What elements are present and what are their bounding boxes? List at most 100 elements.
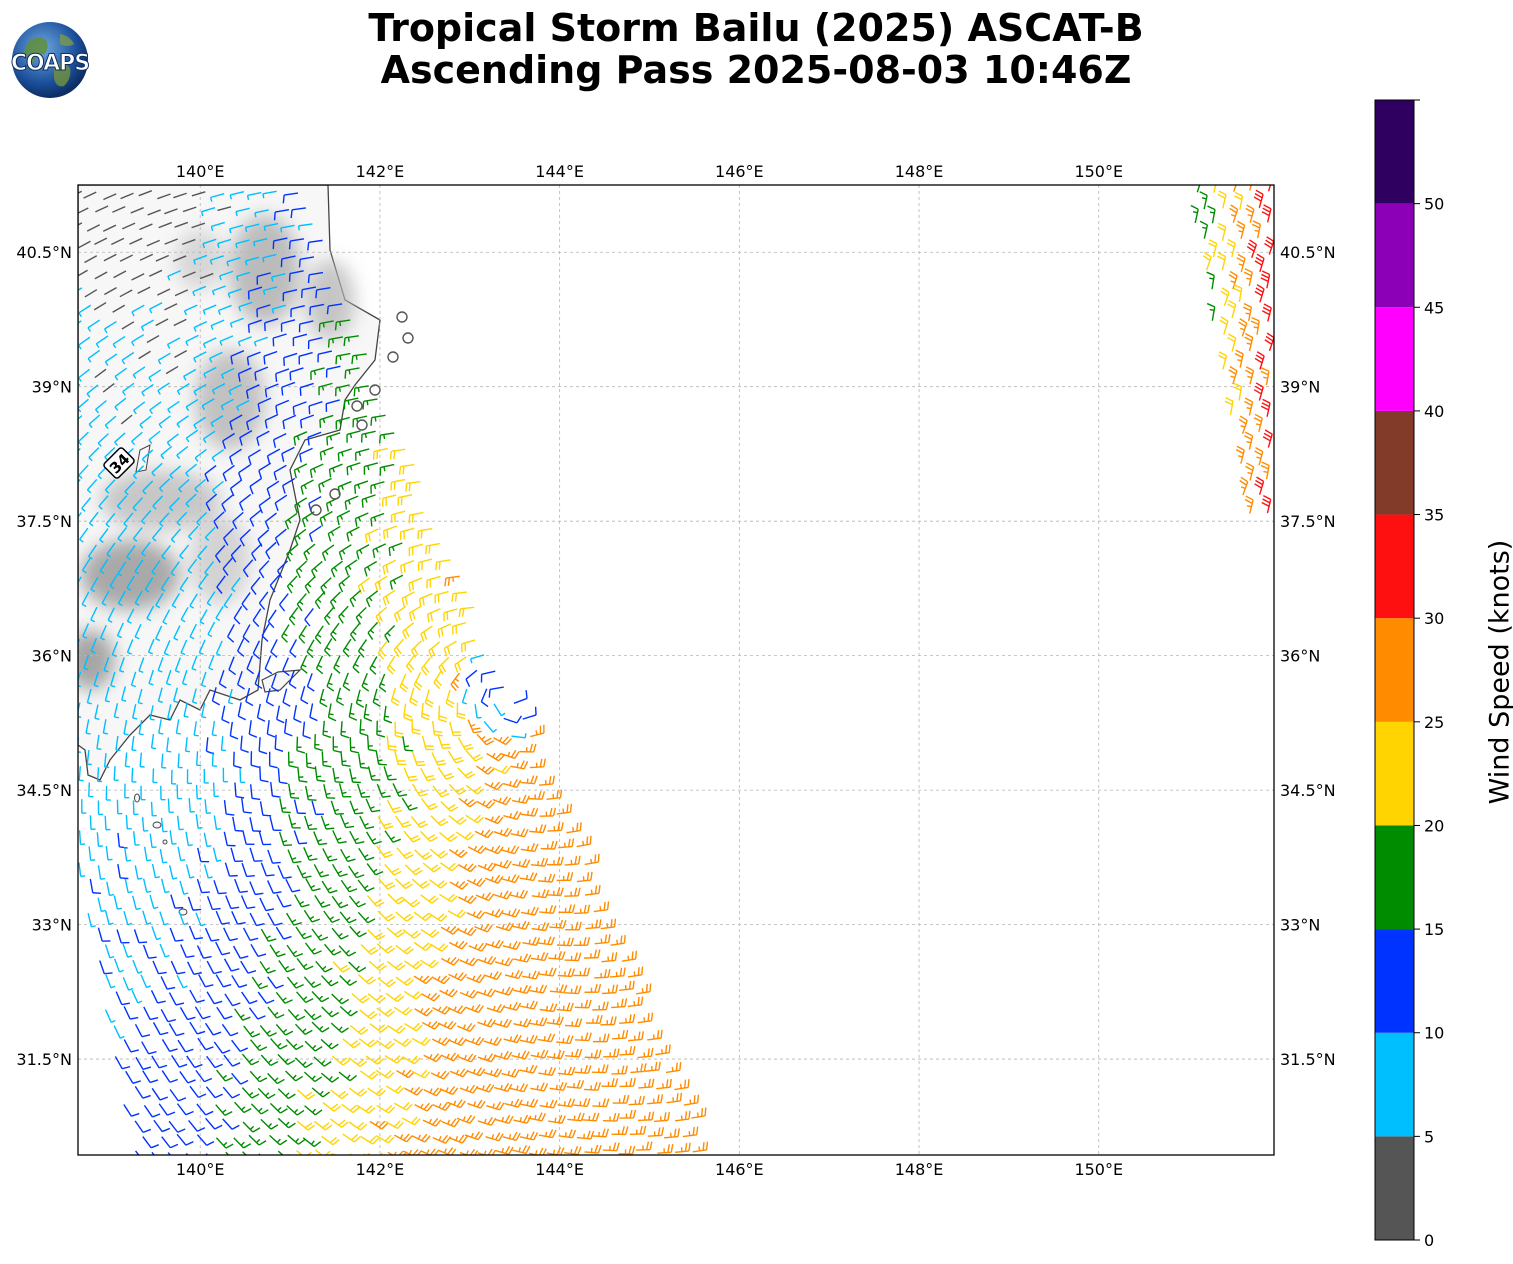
wind-barb [179, 576, 189, 592]
wind-barb [465, 784, 485, 795]
wind-barb [293, 705, 302, 724]
wind-barb [228, 384, 242, 396]
wind-barb [174, 657, 181, 673]
wind-barb [236, 271, 251, 281]
wind-barb [93, 671, 99, 688]
wind-barb [270, 639, 278, 658]
wind-barb [332, 961, 351, 973]
wind-barb [135, 1150, 140, 1155]
wind-barb [367, 1087, 386, 1097]
wind-barb [169, 830, 177, 845]
wind-barb [285, 878, 301, 893]
wind-barb [602, 1112, 620, 1122]
wind-barb [187, 961, 203, 976]
wind-barb [237, 702, 247, 721]
logo-text: COAPS [11, 51, 89, 76]
wind-barb [465, 814, 484, 824]
wind-barb [138, 190, 153, 197]
wind-barb [235, 207, 250, 217]
wind-barb [349, 925, 367, 938]
wind-barb [494, 1082, 513, 1093]
wind-barb [458, 797, 477, 808]
wind-barb [349, 737, 359, 754]
wind-barb [342, 1133, 361, 1143]
wind-barb [170, 894, 184, 909]
wind-barb [245, 384, 260, 399]
wind-barb [306, 639, 315, 659]
wind-barb [78, 190, 82, 194]
wind-barb [97, 897, 106, 913]
wind-barb [160, 576, 170, 592]
wind-barb [189, 593, 198, 609]
wind-barb [619, 1109, 637, 1119]
wind-barb [144, 577, 154, 593]
wind-barb [343, 335, 359, 347]
wind-barb [404, 864, 423, 876]
wind-barb [96, 734, 102, 750]
wind-barb [168, 1023, 185, 1037]
wind-barb [146, 239, 160, 247]
wind-barb [304, 575, 316, 594]
wind-barb [618, 1145, 636, 1155]
wind-barb [315, 655, 324, 675]
wind-barb [461, 688, 468, 705]
wind-barb [511, 920, 530, 930]
wind-barb [348, 865, 365, 879]
wind-barb [302, 721, 311, 740]
wind-barb [89, 815, 96, 831]
wind-barb [187, 896, 202, 911]
wind-barb [160, 1009, 177, 1023]
wind-barb [447, 1005, 467, 1015]
wind-barb [275, 991, 293, 1004]
wind-barb [399, 673, 409, 693]
wind-barb [390, 478, 406, 491]
wind-barb [320, 815, 335, 830]
wind-barb [124, 783, 130, 799]
wind-barb [285, 912, 302, 926]
wind-barb [293, 431, 308, 446]
wind-barb [278, 960, 295, 973]
wind-barb [198, 574, 208, 590]
wind-barb [253, 238, 268, 247]
wind-barb [557, 1098, 576, 1108]
wind-barb [119, 254, 133, 262]
wind-barb [286, 544, 298, 562]
wind-barb [448, 783, 467, 796]
wind-barb [146, 334, 160, 344]
wind-barb [363, 462, 379, 475]
wind-barb [219, 270, 234, 281]
wind-barb [594, 934, 611, 945]
wind-barb [410, 640, 422, 659]
wind-barb [1202, 251, 1212, 271]
wind-barb [282, 657, 290, 677]
wind-barb [529, 1017, 548, 1027]
calm-circle [351, 400, 363, 412]
wind-barb [138, 720, 144, 736]
wind-barb [402, 622, 415, 640]
wind-barb [176, 415, 189, 428]
wind-barb [234, 782, 245, 799]
wind-barb [160, 817, 168, 833]
wind-barb [229, 448, 242, 465]
wind-barb [181, 238, 196, 246]
wind-barb [474, 923, 493, 933]
wind-barb [188, 925, 204, 940]
wind-barb [276, 560, 289, 579]
wind-barb [78, 222, 83, 226]
wind-barb [353, 385, 369, 397]
wind-barb [457, 767, 476, 779]
wind-barb [205, 493, 218, 512]
wind-barb [151, 863, 160, 879]
wind-barb [493, 1050, 513, 1060]
wind-barb [439, 862, 459, 872]
wind-barb [1228, 270, 1238, 290]
wind-barb [293, 799, 306, 815]
wind-barb [158, 415, 171, 429]
wind-barb [1217, 222, 1227, 241]
wind-barb [309, 303, 325, 316]
wind-barb [173, 687, 179, 703]
wind-barb [135, 1056, 152, 1071]
wind-barb [329, 1118, 349, 1128]
wind-barb [354, 512, 369, 527]
wind-barb [573, 967, 591, 977]
